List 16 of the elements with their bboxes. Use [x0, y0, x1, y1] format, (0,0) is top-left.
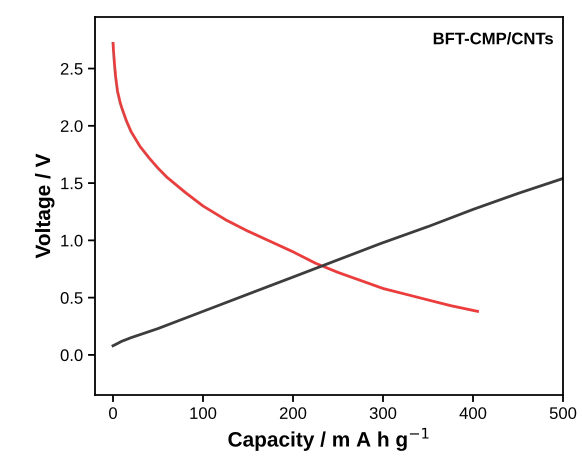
- line-series: [112, 177, 563, 348]
- annotation: BFT-CMP/CNTs: [434, 32, 553, 45]
- y-tick-label: 1.5: [61, 178, 82, 190]
- x-axis-title: Capacity / m A h g$^{−1}$: [228, 428, 428, 451]
- x-tick-label: 100: [190, 407, 216, 420]
- x-tick-label: 300: [370, 407, 396, 420]
- x-tick-label: 200: [280, 407, 306, 420]
- x-tick-label: 400: [459, 407, 486, 420]
- y-axis-title: Voltage / V: [34, 154, 54, 258]
- x-tick-label: 0: [109, 407, 117, 420]
- x-tick-label: 500: [550, 407, 576, 420]
- y-tick-label: 0.5: [60, 292, 82, 304]
- y-tick-label: 0.0: [60, 349, 83, 362]
- y-tick-label: 2.5: [60, 62, 82, 75]
- y-tick-label: 2.0: [60, 120, 83, 132]
- y-tick-label: 1.0: [61, 234, 83, 247]
